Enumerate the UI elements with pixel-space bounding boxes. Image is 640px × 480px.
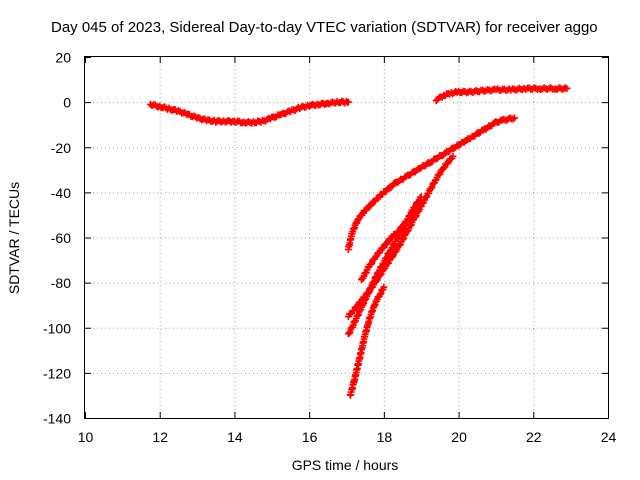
data-point (380, 283, 388, 291)
data-point (345, 329, 353, 337)
y-tick-label: 0 (63, 95, 71, 111)
series-arc-2 (432, 84, 571, 105)
y-tick-label: 20 (55, 50, 71, 66)
x-tick-label: 14 (227, 429, 243, 445)
x-tick-label: 24 (601, 429, 617, 445)
data-point (395, 232, 403, 240)
y-tick-label: -40 (51, 185, 71, 201)
y-tick-label: -60 (51, 230, 71, 246)
chart-title: Day 045 of 2023, Sidereal Day-to-day VTE… (51, 19, 598, 36)
x-tick-label: 16 (302, 429, 318, 445)
data-point (411, 203, 419, 211)
data-point (563, 85, 571, 93)
x-axis-label: GPS time / hours (292, 457, 399, 473)
data-point (511, 114, 519, 122)
y-tick-label: -120 (43, 365, 71, 381)
data-point (417, 193, 425, 201)
plot-frame (84, 56, 609, 419)
data-point (440, 164, 448, 172)
data-point (367, 260, 375, 268)
data-point (383, 239, 391, 247)
x-tick-label: 20 (451, 429, 467, 445)
data-point (399, 235, 407, 243)
data-point (371, 253, 379, 261)
y-tick-label: -100 (43, 320, 71, 336)
series-arc-3 (344, 114, 519, 254)
series-arc-6 (344, 193, 425, 338)
y-tick-label: -80 (51, 275, 71, 291)
y-axis-label: SDTVAR / TECUs (6, 182, 22, 294)
series-arc-1 (146, 97, 352, 127)
series-arc-7 (346, 283, 388, 399)
y-tick-label: -140 (43, 411, 71, 427)
x-tick-label: 12 (152, 429, 168, 445)
grid (85, 57, 608, 418)
data-points (146, 84, 571, 399)
data-point (406, 212, 414, 220)
axis-ticks: 10 12 14 16 18 20 22 24 20 0 -20 -40 -60 -80 -100 -120 -… (43, 50, 617, 446)
data-point (344, 98, 352, 106)
x-tick-label: 10 (78, 429, 94, 445)
y-tick-label: -20 (51, 140, 71, 156)
data-point (449, 152, 457, 160)
x-tick-label: 22 (526, 429, 542, 445)
data-point (382, 254, 390, 262)
x-tick-label: 18 (377, 429, 393, 445)
data-point (366, 202, 374, 210)
data-point (387, 183, 395, 191)
data-point (354, 216, 362, 224)
